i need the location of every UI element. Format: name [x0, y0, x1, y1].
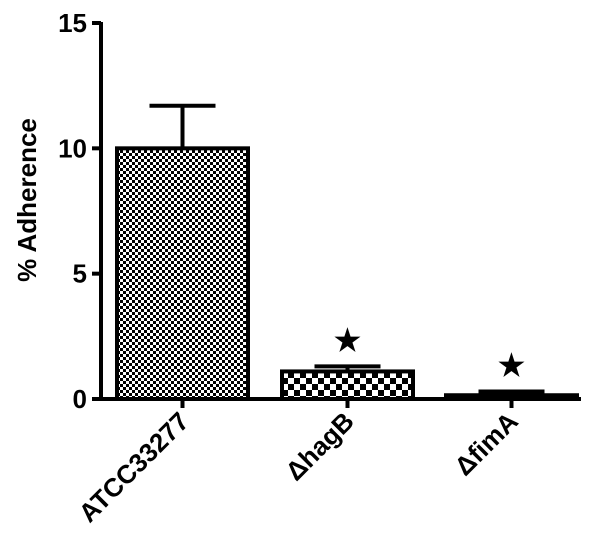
x-tick-label: ΔhagB — [279, 406, 359, 486]
y-tick-label: 5 — [73, 259, 87, 289]
x-tick-label: ATCC33277 — [73, 406, 195, 528]
y-tick-label: 10 — [58, 133, 87, 163]
x-tick-label: ΔfimA — [448, 406, 523, 481]
bar — [115, 146, 250, 401]
y-tick-label: 15 — [58, 8, 87, 38]
y-tick-label: 0 — [73, 384, 87, 414]
y-axis-label: % Adherence — [12, 118, 42, 282]
plot-area: 0 5 10 15 ATCC33277 ΔhagB ΔfimA ★ ★ — [58, 8, 581, 528]
significance-star: ★ — [334, 324, 361, 357]
significance-star: ★ — [498, 349, 525, 382]
bar — [280, 369, 415, 401]
